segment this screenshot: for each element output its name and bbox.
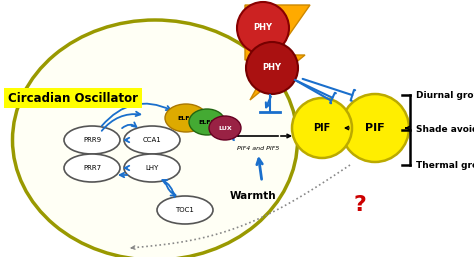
Circle shape — [292, 98, 352, 158]
Text: PHY: PHY — [263, 63, 282, 72]
Text: PIF4 and PIF5: PIF4 and PIF5 — [237, 145, 279, 151]
Ellipse shape — [124, 154, 180, 182]
Circle shape — [246, 42, 298, 94]
Ellipse shape — [124, 126, 180, 154]
Text: Warmth: Warmth — [230, 191, 276, 201]
Polygon shape — [245, 5, 310, 100]
Text: ELF4: ELF4 — [178, 115, 194, 121]
Text: PIF: PIF — [365, 123, 385, 133]
Text: Shade avoidance: Shade avoidance — [416, 125, 474, 134]
Ellipse shape — [12, 20, 298, 257]
Circle shape — [237, 2, 289, 54]
Ellipse shape — [189, 109, 225, 135]
Circle shape — [341, 94, 409, 162]
Text: Thermal growth: Thermal growth — [416, 161, 474, 170]
Text: Diurnal growth: Diurnal growth — [416, 90, 474, 99]
Text: CCA1: CCA1 — [143, 137, 161, 143]
Ellipse shape — [165, 104, 207, 132]
Text: Circadian Oscillator: Circadian Oscillator — [8, 91, 138, 105]
Text: PRR7: PRR7 — [83, 165, 101, 171]
Ellipse shape — [157, 196, 213, 224]
Text: ?: ? — [354, 195, 366, 215]
Text: PHY: PHY — [254, 23, 273, 32]
Text: ELF3: ELF3 — [199, 120, 216, 124]
Ellipse shape — [64, 154, 120, 182]
Ellipse shape — [209, 116, 241, 140]
Text: PIF: PIF — [313, 123, 331, 133]
Text: LHY: LHY — [146, 165, 159, 171]
Ellipse shape — [64, 126, 120, 154]
Text: TOC1: TOC1 — [175, 207, 194, 213]
Text: PRR9: PRR9 — [83, 137, 101, 143]
Text: LUX: LUX — [218, 125, 232, 131]
